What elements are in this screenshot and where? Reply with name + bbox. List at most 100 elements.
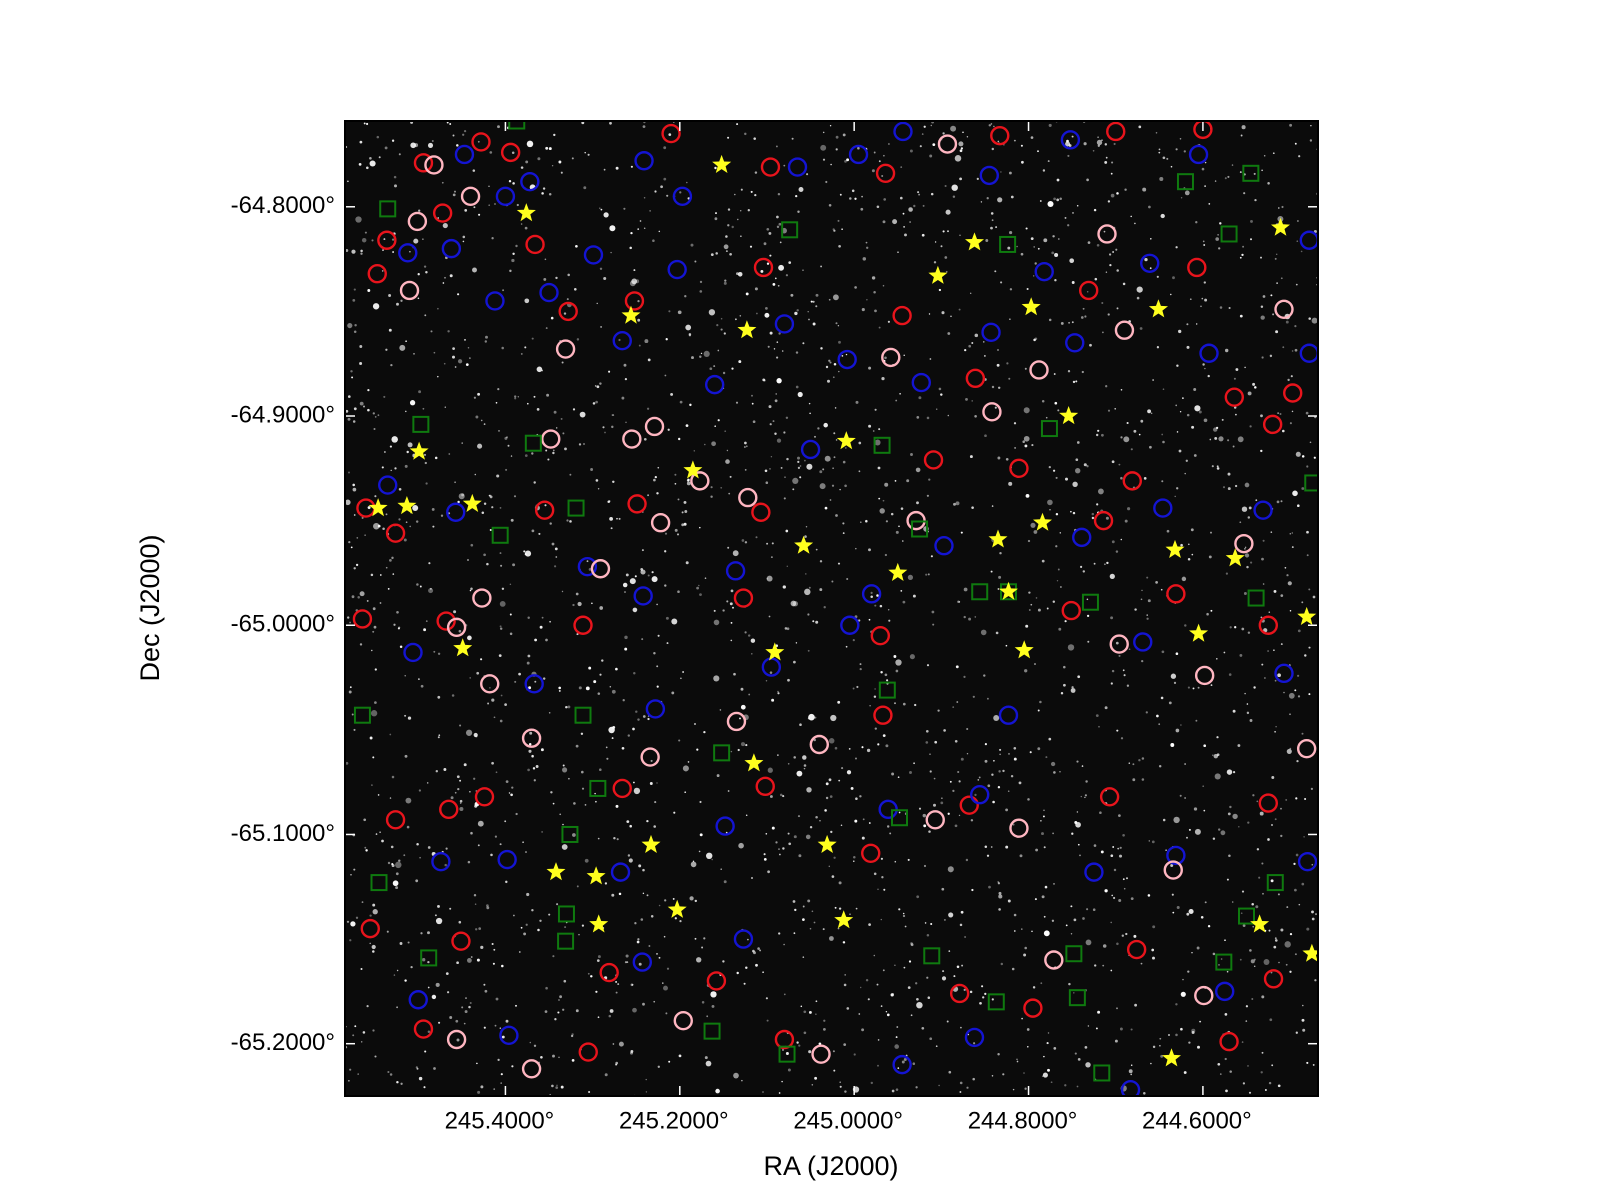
circle-marker [1163,860,1183,880]
background-star [491,761,494,765]
background-star [1170,165,1173,168]
background-star [487,702,490,705]
background-star [678,1054,682,1058]
background-star [910,453,913,456]
background-star [351,713,354,716]
background-star [578,933,580,936]
background-star [1296,240,1299,243]
background-star [597,837,600,840]
background-star [367,289,371,292]
background-star [1155,581,1158,584]
background-star [611,893,615,897]
background-star [866,246,869,249]
background-star [409,525,412,528]
background-star [369,736,373,740]
background-star [876,983,879,986]
background-star [749,245,753,248]
background-star [803,1010,807,1014]
background-star [1247,1065,1249,1067]
background-star [916,895,920,899]
background-star [1232,445,1235,448]
background-star [873,290,876,294]
background-star [349,621,352,624]
background-star [908,207,913,212]
background-star [894,964,896,966]
background-star [444,276,446,279]
background-star [516,203,519,207]
background-star [391,556,394,560]
background-star [1037,747,1041,751]
star-marker [586,866,606,885]
background-star [670,392,674,396]
background-star [1249,719,1253,722]
background-star [1111,540,1115,544]
background-star [359,401,364,406]
background-star [389,445,392,448]
background-star [1102,964,1105,967]
background-star [690,243,694,247]
background-star [1058,627,1062,631]
background-star [1009,318,1011,320]
square-marker [1304,474,1318,492]
background-star [611,414,614,416]
background-star [1009,288,1013,291]
background-star [1081,370,1084,374]
background-star [427,960,430,964]
background-star [653,825,656,828]
background-star [665,338,668,341]
background-star [561,844,568,850]
background-star [843,983,847,987]
background-star [520,926,523,929]
background-star [1065,477,1068,481]
background-star [1300,250,1303,253]
background-star [895,659,902,666]
background-star [1306,927,1310,931]
background-star [802,905,805,908]
background-star [1180,543,1183,547]
background-star [828,778,832,782]
background-star [654,475,657,479]
background-star [1216,658,1218,660]
background-star [1184,190,1190,196]
background-star [465,729,473,736]
background-star [514,680,517,683]
background-star [1059,586,1062,588]
background-star [1144,257,1148,262]
background-star [578,443,582,446]
background-star [638,864,642,868]
background-star [1204,161,1207,164]
background-star [467,860,471,864]
circle-marker [1034,261,1054,282]
background-star [1060,692,1064,695]
background-star [1241,253,1244,257]
background-star [1276,282,1278,284]
circle-marker [583,245,604,265]
background-star [849,197,852,200]
background-star [947,812,950,815]
circle-marker [644,416,665,437]
background-star [1271,1064,1274,1067]
background-star [960,1026,962,1029]
background-star [866,748,871,753]
background-star [1035,597,1038,599]
background-star [1268,929,1271,932]
background-star [808,713,815,721]
background-star [783,497,786,500]
background-star [609,1009,614,1013]
circle-marker [500,142,521,163]
circle-marker [738,487,758,508]
square-marker [1176,173,1194,191]
background-star [1156,275,1159,278]
background-star [480,945,484,949]
background-star [1245,1020,1248,1022]
background-star [493,716,496,719]
background-star [1224,939,1226,942]
background-star [745,744,748,747]
background-star [833,456,836,459]
background-star [1029,751,1032,754]
background-star [399,344,406,351]
background-star [447,330,450,333]
background-star [1249,425,1252,428]
background-star [630,1051,633,1055]
background-star [1289,970,1292,973]
